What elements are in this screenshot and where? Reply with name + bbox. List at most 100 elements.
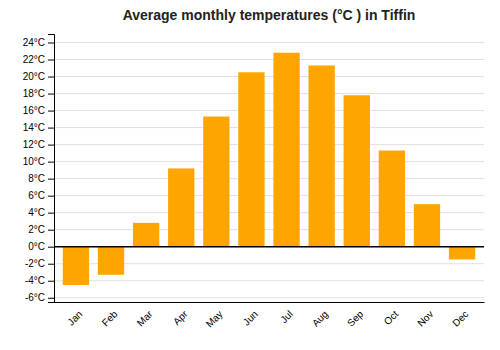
x-tick: Sep [345,308,366,329]
y-tick: 14°C [23,122,54,133]
y-tick: 16°C [23,105,54,116]
x-tick: Dec [450,308,470,328]
bar [273,53,299,247]
y-tick: -6°C [25,292,54,303]
tick-label: Apr [171,308,190,327]
bar [238,72,264,246]
chart-container: -6°C -4°C -2°C 0°C 2°C 4°C 6°C 8°C 10°C 12°C 14°C 1… [0,0,500,350]
zero-line [54,246,484,248]
tick-mark [48,145,54,146]
grid-line [54,280,484,281]
tick-label: 6°C [28,190,45,201]
tick-mark [48,128,54,129]
grid-line [54,297,484,298]
y-tick: 2°C [28,224,54,235]
bar [168,168,194,246]
tick-mark [48,247,54,248]
grid-line [54,93,484,94]
tick-mark [48,281,54,282]
tick-mark [48,213,54,214]
grid-line [54,42,484,43]
tick-label: Nov [415,308,435,328]
tick-label: 10°C [23,156,45,167]
grid-line [54,59,484,60]
tick-label: 24°C [23,37,45,48]
axis-line [48,35,55,303]
tick-label: May [204,308,225,329]
plot: -6°C -4°C -2°C 0°C 2°C 4°C 6°C 8°C 10°C 12°C 14°C 1… [23,35,485,330]
x-axis: Jan Feb Mar Apr May Jun Jul Aug Sep Oct Nov Dec [55,303,485,330]
bar [379,151,405,247]
y-tick: 12°C [23,139,54,150]
y-tick: 20°C [23,71,54,82]
tick-mark [48,77,54,78]
bar [414,204,440,247]
tick-label: Sep [345,308,366,329]
grid-line [54,246,484,247]
y-tick: 6°C [28,190,54,201]
y-tick: 0°C [28,241,54,252]
x-tick: Feb [100,308,120,328]
tick-label: -6°C [25,292,45,303]
y-tick: -4°C [25,275,54,286]
tick-label: 4°C [28,207,45,218]
grid-line [54,76,484,77]
y-tick: 24°C [23,37,54,48]
y-tick: 4°C [28,207,54,218]
x-tick: Oct [382,308,401,327]
tick-label: 0°C [28,241,45,252]
y-tick: 8°C [28,173,54,184]
grid [54,43,484,298]
x-tick: May [204,308,225,329]
tick-mark [48,94,54,95]
bar [98,247,124,275]
tick-label: Jul [278,308,295,325]
grid-line [54,161,484,162]
y-axis: -6°C -4°C -2°C 0°C 2°C 4°C 6°C 8°C 10°C 12°C 14°C 1… [23,35,55,304]
x-tick: Nov [415,308,435,328]
x-tick: Apr [171,308,190,327]
grid-line [54,178,484,179]
tick-mark [48,43,54,44]
tick-mark [48,162,54,163]
tick-label: 18°C [23,88,45,99]
title: Average monthly temperatures (°C ) in Ti… [123,7,416,23]
tick-label: 16°C [23,105,45,116]
bar [308,65,334,246]
tick-label: 12°C [23,139,45,150]
tick-label: 20°C [23,71,45,82]
x-tick: Jun [241,308,260,327]
x-tick: Aug [310,308,330,328]
axis-line [55,302,485,303]
x-tick: Jan [65,308,84,327]
tick-label: Aug [310,308,330,328]
tick-mark [48,60,54,61]
bar [63,247,89,285]
tick-mark [48,230,54,231]
tick-label: 22°C [23,54,45,65]
bar [133,223,159,247]
grid-line [54,127,484,128]
tick-label: 8°C [28,173,45,184]
bars [63,53,475,285]
chart-svg: -6°C -4°C -2°C 0°C 2°C 4°C 6°C 8°C 10°C 12°C 14°C 1… [0,0,500,350]
tick-label: Jan [65,308,84,327]
bar [344,95,370,246]
y-tick: 18°C [23,88,54,99]
bar [203,117,229,247]
x-tick: Mar [135,308,155,328]
y-tick: -2°C [25,258,54,269]
tick-label: Mar [135,308,155,328]
grid-line [54,110,484,111]
tick-label: Feb [100,308,120,328]
tick-mark [48,298,54,299]
tick-label: Jun [241,308,260,327]
grid-line [54,144,484,145]
tick-mark [48,196,54,197]
tick-label: Oct [382,308,401,327]
x-tick: Jul [278,308,295,325]
tick-mark [48,179,54,180]
tick-mark [48,264,54,265]
bar [449,247,475,260]
y-tick: 10°C [23,156,54,167]
